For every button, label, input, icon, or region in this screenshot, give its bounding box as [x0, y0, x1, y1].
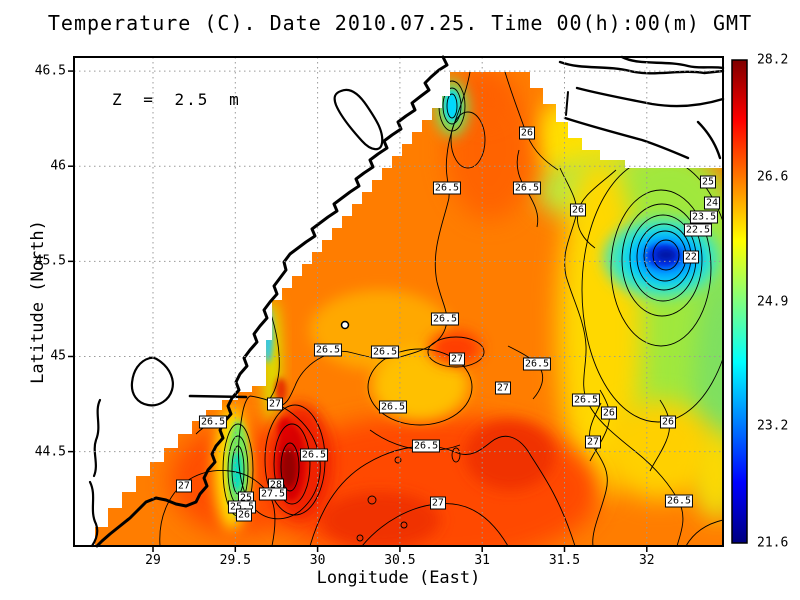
- page-title: Temperature (C). Date 2010.07.25. Time 0…: [47, 11, 753, 35]
- x-tick-label: 30: [309, 553, 326, 568]
- isotherm-label: 27: [448, 352, 466, 366]
- field-washes: [170, 72, 723, 546]
- colorbar-tick-label: 28.2: [757, 52, 789, 68]
- liman-lagoon: [333, 88, 384, 151]
- colorbar-tick-label: 24.9: [757, 294, 789, 309]
- y-tick-label: 46.5: [34, 63, 66, 79]
- x-tick-label: 29.5: [219, 553, 251, 568]
- isotherm-label: 27: [429, 496, 446, 510]
- x-tick-label: 31: [474, 553, 491, 568]
- y-axis-label: Latitude (North): [28, 220, 48, 384]
- isotherm-label: 23.5: [690, 210, 719, 224]
- y-tick-label: 46: [50, 158, 66, 174]
- isotherm-label: 26: [518, 126, 535, 140]
- coastline: [88, 55, 725, 548]
- estuary-5: [696, 120, 722, 160]
- y-tick-label: 44.5: [34, 444, 66, 460]
- x-tick-label: 31.5: [548, 553, 581, 568]
- isotherm-label: 26: [569, 203, 587, 217]
- isotherm-label: 26.5: [430, 312, 460, 326]
- estuary-2: [575, 86, 725, 108]
- isotherm-label: 26.5: [512, 181, 541, 195]
- mid-field-blobs: [310, 290, 555, 546]
- colorbar-gradient: [732, 60, 747, 543]
- y-tick-label: 45.5: [34, 253, 66, 269]
- plot-border: [73, 56, 724, 547]
- isotherm-label: 26.5: [522, 357, 552, 371]
- isotherm-label: 26.5: [199, 415, 228, 429]
- colorbar-tick-label: 26.6: [757, 169, 789, 185]
- isotherm-label: 22.5: [683, 223, 713, 237]
- estuary-4: [620, 55, 725, 70]
- colorbar-border: [731, 59, 748, 544]
- delta-channel-1: [92, 398, 102, 478]
- grid-layer: [74, 57, 723, 546]
- isotherm-label: 27.5: [258, 487, 288, 501]
- colorbar-tick-label: 23.2: [757, 418, 789, 434]
- colorbar-tick-label: 21.6: [757, 535, 789, 551]
- inland-lake: [130, 356, 174, 407]
- isotherm-label: 26.5: [572, 393, 601, 407]
- colorbar: [731, 59, 748, 544]
- isotherm-label: 26.5: [299, 448, 329, 462]
- isotherm-label: 26: [235, 508, 253, 522]
- x-tick-label: 30.5: [384, 553, 416, 568]
- delta-channel-2: [88, 480, 99, 548]
- x-tick-label: 32: [638, 553, 655, 568]
- x-tick-label: 29: [145, 553, 161, 568]
- isotherm-label: 25: [699, 175, 717, 189]
- warm-hotspot-blobs: [268, 404, 332, 520]
- isotherm-label: 27: [494, 381, 511, 395]
- isotherm-label: 26.5: [371, 345, 400, 359]
- isotherm-label: 26.5: [313, 343, 343, 357]
- coastal-spit: [565, 91, 569, 116]
- isotherm-label: 27: [266, 397, 283, 411]
- isotherm-label: 26.5: [665, 494, 694, 508]
- isotherm-label: 26.5: [432, 181, 462, 195]
- isotherm-label: 26: [659, 415, 677, 429]
- isotherm-label: 26: [600, 406, 617, 420]
- main-coastline: [95, 55, 449, 548]
- isotherm-label: 27: [175, 479, 192, 493]
- island-marker: [340, 320, 350, 330]
- cold-eddy-blobs: [604, 218, 720, 298]
- isotherm-label: 26.5: [378, 400, 408, 414]
- isotherm-label: 27: [584, 435, 601, 449]
- estuary-3: [563, 116, 690, 160]
- isotherm-label: 26.5: [412, 439, 441, 453]
- y-tick-label: 45: [50, 348, 66, 364]
- isotherm-label: 22: [682, 250, 699, 264]
- x-axis-label: Longitude (East): [316, 568, 481, 588]
- depth-annotation: Z = 2.5 m: [112, 90, 241, 109]
- isotherm-label: 24: [703, 196, 720, 210]
- lagoon-bar: [188, 394, 248, 399]
